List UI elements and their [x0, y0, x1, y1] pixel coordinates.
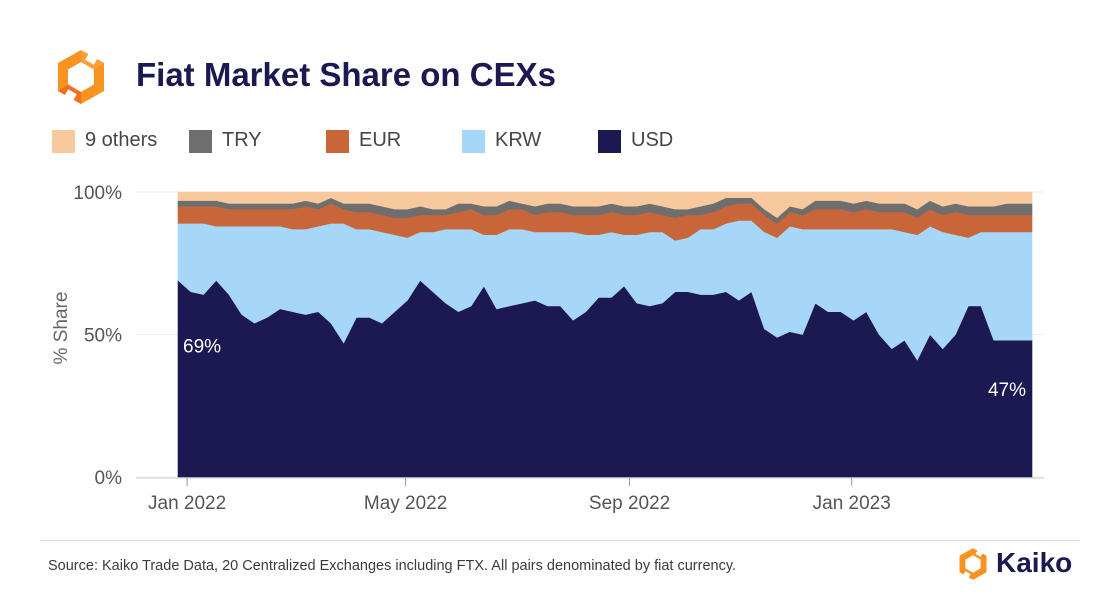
legend-swatch-krw: [462, 130, 485, 153]
x-tick-label: May 2022: [364, 493, 447, 514]
legend-label-eur: EUR: [359, 129, 402, 151]
kaiko-hexagon-logo-icon: [58, 49, 104, 105]
brand-name: Kaiko: [996, 547, 1073, 578]
legend-label-krw: KRW: [495, 129, 542, 151]
legend-swatch-try: [189, 130, 212, 153]
y-tick-label: 50%: [84, 326, 122, 347]
y-tick-label: 0%: [95, 468, 123, 489]
legend-label-try: TRY: [222, 129, 262, 151]
x-tick-label: Jan 2022: [148, 493, 226, 514]
legend-swatch-others: [52, 130, 75, 153]
legend-label-others: 9 others: [85, 129, 158, 151]
legend-swatch-eur: [326, 130, 349, 153]
footer-divider: [40, 540, 1080, 541]
kaiko-logo-icon: [959, 547, 987, 581]
x-tick-label: Jan 2023: [813, 493, 891, 514]
legend-swatch-usd: [598, 130, 621, 153]
y-tick-label: 100%: [73, 183, 122, 204]
legend-label-usd: USD: [631, 129, 674, 151]
data-label-47pct: 47%: [988, 380, 1026, 401]
y-axis-label: % Share: [51, 292, 72, 365]
kaiko-brand: Kaiko: [956, 545, 1086, 583]
data-label-69pct: 69%: [183, 336, 221, 357]
chart-title: Fiat Market Share on CEXs: [136, 56, 556, 93]
source-note: Source: Kaiko Trade Data, 20 Centralized…: [48, 558, 737, 574]
area-series-9-others: [177, 191, 1033, 219]
x-tick-label: Sep 2022: [589, 493, 670, 514]
